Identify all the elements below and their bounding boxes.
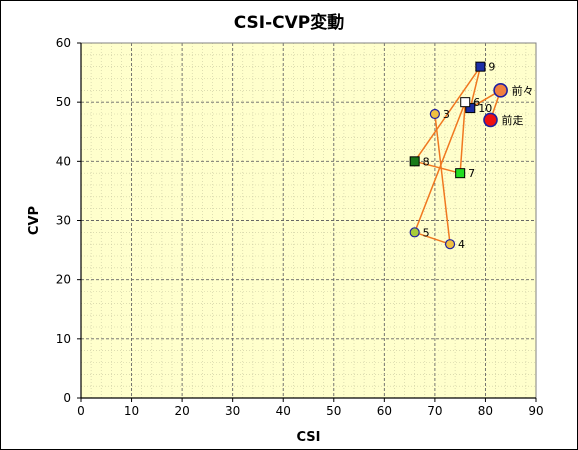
x-tick-label: 60 bbox=[377, 404, 392, 418]
series-segment bbox=[434, 113, 451, 245]
series-segment bbox=[459, 102, 466, 174]
x-tick-label: 30 bbox=[225, 404, 240, 418]
point-marker bbox=[493, 83, 508, 98]
x-tick-label: 10 bbox=[124, 404, 139, 418]
point-label: 前々 bbox=[512, 83, 534, 97]
y-tick-label: 50 bbox=[56, 95, 71, 109]
x-tick-label: 70 bbox=[427, 404, 442, 418]
point-marker bbox=[465, 103, 476, 114]
y-tick-label: 60 bbox=[56, 36, 71, 50]
point-marker bbox=[409, 227, 420, 238]
point-marker bbox=[444, 239, 456, 250]
chart-title: CSI-CVP変動 bbox=[233, 13, 345, 33]
series-segment bbox=[469, 66, 482, 109]
series-segment bbox=[414, 231, 451, 245]
x-tick-label: 0 bbox=[77, 404, 85, 418]
x-tick-label: 80 bbox=[478, 404, 493, 418]
x-tick-label: 50 bbox=[326, 404, 341, 418]
axes bbox=[77, 42, 537, 402]
y-tick-label: 0 bbox=[63, 391, 71, 405]
point-label: 8 bbox=[423, 155, 430, 168]
gridlines bbox=[81, 43, 536, 398]
point-label: 4 bbox=[458, 238, 465, 251]
y-axis-label: CVP bbox=[27, 206, 42, 235]
point-label: 前走 bbox=[502, 113, 524, 127]
series-segment bbox=[414, 66, 482, 162]
x-axis-label: CSI bbox=[297, 430, 321, 445]
markers bbox=[409, 61, 508, 250]
point-label: 6 bbox=[473, 96, 480, 109]
y-tick-label: 40 bbox=[56, 154, 71, 168]
y-tick-label: 20 bbox=[56, 273, 71, 287]
point-marker bbox=[409, 156, 420, 167]
x-tick-label: 90 bbox=[528, 404, 543, 418]
series-segment bbox=[414, 160, 461, 174]
point-label: 10 bbox=[478, 102, 492, 115]
point-marker bbox=[475, 61, 486, 72]
y-tick-label: 30 bbox=[56, 214, 71, 228]
point-label: 9 bbox=[488, 61, 495, 74]
point-label: 7 bbox=[468, 167, 475, 180]
point-marker bbox=[455, 168, 466, 179]
point-label: 3 bbox=[443, 108, 450, 121]
point-label: 5 bbox=[423, 226, 430, 239]
x-tick-label: 20 bbox=[174, 404, 189, 418]
x-tick-label: 40 bbox=[276, 404, 291, 418]
point-marker bbox=[460, 97, 471, 108]
y-tick-label: 10 bbox=[56, 332, 71, 346]
tick-labels: 0 10 20 30 40 50 60 70 80 90 0 10 20 30 40 50 60 bbox=[56, 36, 544, 418]
point-marker bbox=[483, 112, 498, 128]
point-marker bbox=[429, 108, 440, 120]
